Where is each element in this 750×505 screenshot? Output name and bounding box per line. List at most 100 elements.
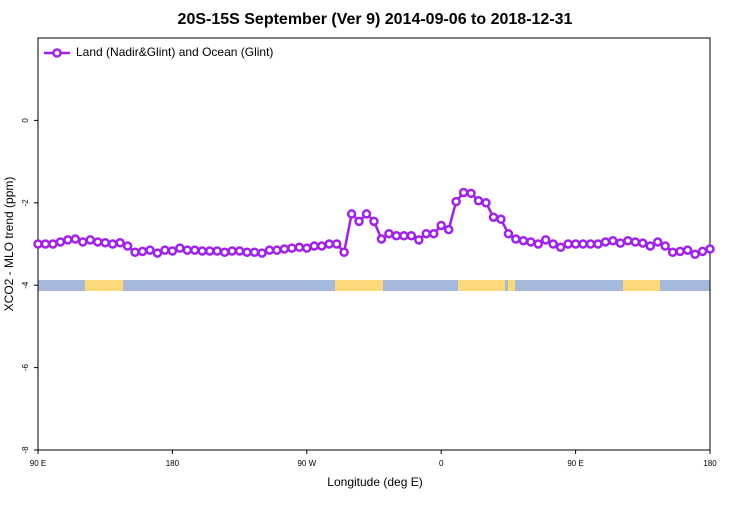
land-ocean-strip	[38, 280, 710, 291]
point	[361, 209, 372, 219]
point	[92, 237, 103, 247]
point	[496, 214, 506, 225]
point	[279, 244, 290, 254]
x-tick-label: 0	[439, 459, 444, 468]
point	[615, 238, 626, 248]
point	[600, 237, 611, 247]
point	[234, 246, 245, 256]
point	[570, 239, 581, 249]
point	[585, 239, 596, 249]
point	[675, 246, 685, 257]
point	[107, 239, 118, 249]
point	[443, 224, 454, 235]
point	[593, 239, 603, 249]
point	[533, 239, 544, 249]
point	[488, 212, 499, 222]
point	[145, 245, 155, 255]
point	[197, 246, 208, 256]
point	[55, 237, 66, 247]
point	[204, 246, 215, 256]
point	[563, 239, 573, 249]
x-tick-label: 180	[703, 459, 717, 468]
point	[660, 241, 670, 251]
point	[85, 235, 96, 245]
point	[182, 245, 193, 255]
point	[399, 231, 409, 241]
point	[152, 248, 163, 258]
point	[369, 216, 379, 227]
point	[264, 245, 275, 255]
point	[167, 246, 178, 256]
point	[421, 228, 432, 239]
point	[630, 237, 641, 247]
point	[473, 195, 484, 206]
point	[384, 228, 394, 239]
x-tick-label: 180	[166, 459, 180, 468]
point	[428, 228, 439, 239]
point	[354, 216, 364, 227]
point	[406, 231, 417, 241]
y-tick-label: -6	[21, 363, 30, 371]
point	[608, 235, 618, 246]
point	[511, 234, 521, 244]
x-tick-label: 90 E	[30, 459, 46, 468]
point	[70, 234, 81, 244]
point	[249, 247, 260, 257]
point	[578, 239, 588, 249]
point	[526, 237, 536, 247]
legend-marker	[52, 48, 62, 58]
point	[227, 246, 237, 256]
point	[697, 246, 708, 257]
legend-label: Land (Nadir&Glint) and Ocean (Glint)	[76, 45, 273, 59]
point	[638, 238, 648, 248]
point	[623, 235, 633, 246]
point	[324, 239, 334, 249]
x-tick-label: 90 W	[297, 459, 316, 468]
point	[190, 245, 200, 255]
point	[160, 245, 170, 255]
point	[302, 243, 312, 253]
point	[667, 247, 678, 257]
point	[63, 235, 73, 245]
x-axis-label: Longitude (deg E)	[327, 475, 422, 489]
y-tick-label: 0	[21, 118, 30, 123]
point	[518, 235, 529, 246]
x-tick-label: 90 E	[567, 459, 583, 468]
point	[555, 242, 566, 253]
point	[690, 249, 700, 260]
y-tick-label: -4	[21, 281, 30, 289]
point	[122, 241, 133, 251]
point	[645, 241, 656, 251]
point	[436, 220, 446, 231]
point	[287, 243, 297, 253]
point	[130, 247, 140, 257]
point	[652, 237, 663, 247]
point	[682, 245, 693, 255]
y-tick-label: -8	[21, 446, 30, 454]
point	[466, 188, 476, 199]
chart-title: 20S-15S September (Ver 9) 2014-09-06 to …	[178, 11, 573, 28]
point	[40, 239, 51, 249]
point	[115, 238, 125, 248]
point	[309, 241, 320, 251]
point	[458, 187, 469, 198]
point	[414, 235, 424, 245]
point	[294, 242, 305, 253]
point	[272, 245, 282, 255]
point	[100, 238, 110, 248]
point	[316, 241, 327, 251]
point	[451, 196, 461, 207]
point	[540, 235, 551, 245]
point	[212, 246, 222, 256]
point	[376, 234, 387, 244]
point	[481, 198, 491, 208]
point	[346, 209, 357, 219]
y-tick-label: -2	[21, 199, 30, 207]
point	[48, 239, 58, 249]
point	[339, 247, 349, 257]
point	[137, 246, 148, 257]
point	[219, 247, 230, 257]
point	[331, 239, 342, 249]
point	[391, 231, 402, 241]
